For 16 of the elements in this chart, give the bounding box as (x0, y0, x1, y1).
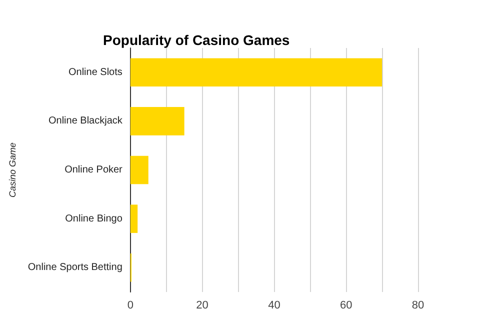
y-axis-title: Casino Game (8, 142, 18, 198)
y-tick-label: Online Bingo (65, 213, 123, 224)
chart-title: Popularity of Casino Games (103, 32, 290, 48)
x-tick-label: 0 (127, 300, 134, 312)
x-tick-label: 80 (412, 300, 424, 312)
x-tick-label: 40 (268, 300, 280, 312)
bar (130, 58, 382, 87)
bar (130, 204, 138, 233)
y-tick-label: Online Sports Betting (28, 262, 122, 274)
x-tick-label: 60 (340, 300, 352, 312)
y-tick-label: Online Slots (68, 66, 122, 78)
y-tick-label: Online Blackjack (48, 116, 124, 127)
x-tick-label: 20 (196, 300, 208, 312)
bar (130, 156, 148, 184)
y-tick-label: Online Poker (64, 164, 124, 176)
bar (130, 107, 184, 136)
